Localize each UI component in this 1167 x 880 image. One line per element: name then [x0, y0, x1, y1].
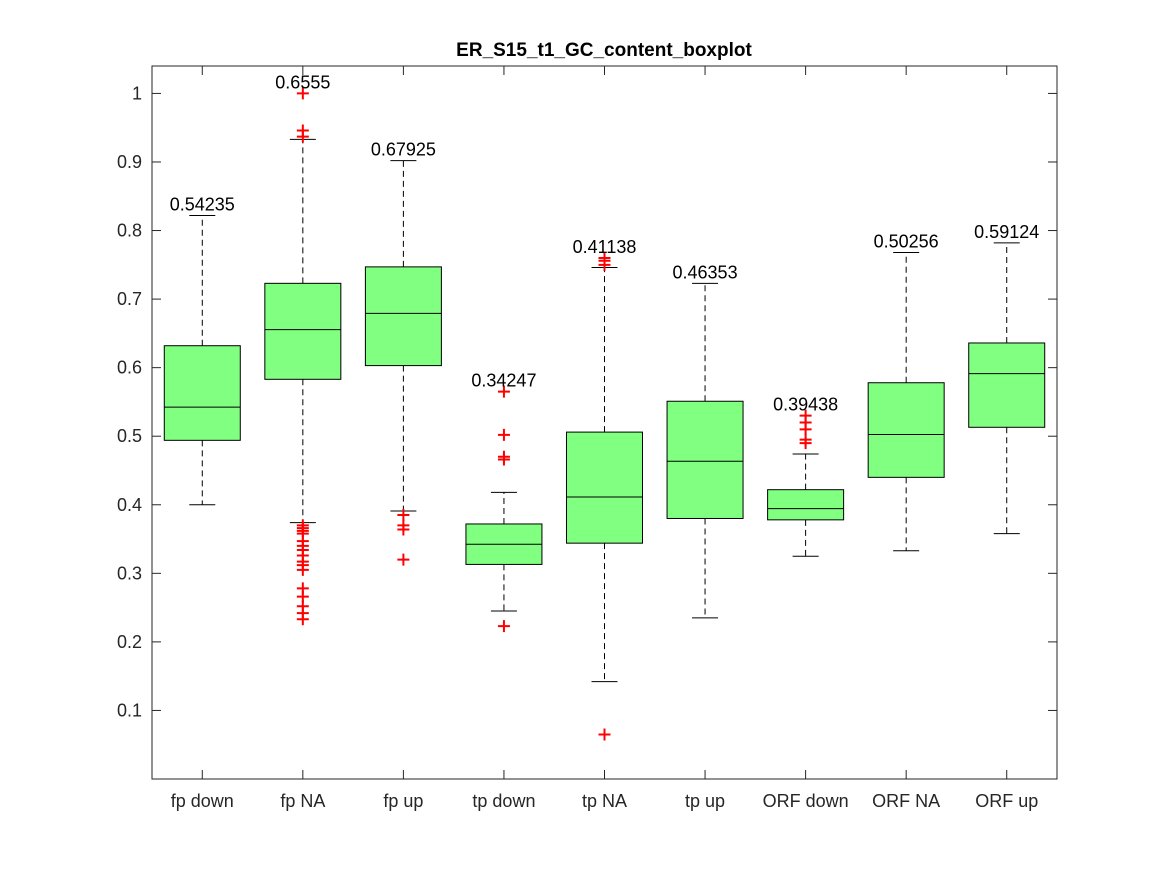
- y-tick-label: 0.6: [117, 358, 142, 378]
- iqr-box: [264, 282, 342, 380]
- axes: 0.1 0.2 0.3 0.4 0.5 0.6 0.7 0.8 0.9 1 fp down fp NA…: [117, 65, 1058, 811]
- outlier-marker: [497, 620, 510, 633]
- x-tick-label: tp down: [472, 791, 535, 811]
- x-tick-label: ORF NA: [872, 791, 940, 811]
- plot-marks: 0.54235 0.6555 0.67925 0.34247 0.41138 0.4635…: [163, 72, 1046, 741]
- outlier-marker: [799, 437, 812, 450]
- y-tick-label: 0.5: [117, 426, 142, 446]
- median-value-label: 0.46353: [673, 262, 738, 282]
- x-tick-label: fp up: [383, 791, 423, 811]
- x-tick-label: tp up: [685, 791, 725, 811]
- iqr-box: [867, 382, 945, 478]
- outlier-marker: [397, 553, 410, 566]
- median-value-label: 0.34247: [471, 371, 536, 391]
- outlier-marker: [296, 613, 309, 626]
- iqr-box: [767, 489, 845, 521]
- x-tick-label: fp NA: [280, 791, 325, 811]
- box-group-0: [163, 214, 241, 506]
- box-group-6: [767, 409, 845, 557]
- box-group-7: [867, 251, 945, 552]
- y-tick-label: 0.2: [117, 632, 142, 652]
- y-tick-label: 0.1: [117, 700, 142, 720]
- median-value-label: 0.50256: [874, 231, 939, 251]
- outlier-marker: [296, 130, 309, 143]
- outlier-marker: [296, 563, 309, 576]
- x-tick-label: ORF down: [763, 791, 849, 811]
- box-group-3: [465, 385, 543, 633]
- box-group-8: [968, 242, 1046, 535]
- y-tick-label: 0.4: [117, 495, 142, 515]
- outlier-marker: [497, 428, 510, 441]
- median-value-label: 0.67925: [371, 140, 436, 160]
- median-value-label: 0.54235: [170, 194, 235, 214]
- box-group-4: [566, 251, 643, 741]
- x-tick-label: tp NA: [582, 791, 627, 811]
- outlier-marker: [598, 258, 611, 271]
- iqr-box: [666, 400, 744, 519]
- median-value-label: 0.59124: [974, 222, 1039, 242]
- outlier-marker: [397, 509, 410, 522]
- y-tick-label: 0.3: [117, 563, 142, 583]
- outlier-marker: [296, 87, 309, 100]
- iqr-box: [566, 431, 643, 544]
- y-tick-label: 0.7: [117, 289, 142, 309]
- median-value-label: 0.6555: [275, 72, 330, 92]
- outlier-marker: [799, 423, 812, 436]
- y-tick-label: 1: [132, 83, 142, 103]
- y-tick-label: 0.8: [117, 221, 142, 241]
- iqr-box: [968, 342, 1046, 428]
- outlier-marker: [397, 523, 410, 536]
- outlier-marker: [598, 728, 611, 741]
- box-group-2: [364, 160, 442, 566]
- outlier-marker: [497, 385, 510, 398]
- y-tick-label: 0.9: [117, 152, 142, 172]
- outlier-marker: [497, 453, 510, 466]
- box-group-5: [666, 282, 744, 619]
- chart-title: ER_S15_t1_GC_content_boxplot: [456, 40, 752, 61]
- x-tick-label: fp down: [171, 791, 234, 811]
- median-value-label: 0.41138: [573, 237, 637, 257]
- x-tick-label: ORF up: [975, 791, 1038, 811]
- iqr-box: [163, 345, 241, 441]
- box-group-1: [264, 87, 342, 626]
- iqr-box: [364, 266, 442, 367]
- median-value-label: 0.39438: [773, 395, 838, 415]
